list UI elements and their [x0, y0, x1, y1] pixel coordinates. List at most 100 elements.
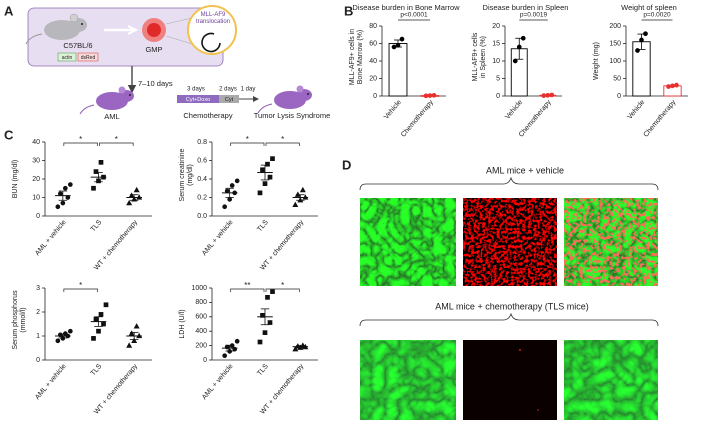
chart-title: Disease burden in Spleen	[483, 3, 569, 12]
data-point	[299, 186, 306, 193]
data-point	[133, 323, 140, 329]
x-tick-label: AML + vehicle	[201, 219, 235, 257]
data-point	[270, 156, 275, 161]
data-point	[222, 204, 228, 210]
treatment-bar	[177, 95, 219, 103]
data-point	[512, 58, 518, 64]
y-tick-label: 80	[369, 23, 377, 30]
y-tick-label: 5	[496, 75, 500, 82]
aml-mouse	[79, 86, 134, 115]
y-tick-label: 0.2	[197, 194, 207, 201]
significance-bracket	[230, 288, 265, 292]
speck	[519, 349, 521, 351]
duration-label: 7–10 days	[138, 79, 173, 88]
data-point	[128, 192, 135, 198]
plasmid	[201, 32, 221, 53]
y-axis-label: Weight (mg)	[593, 42, 600, 80]
data-point	[62, 185, 68, 191]
data-point	[545, 92, 551, 98]
y-tick-label: 40	[369, 58, 377, 65]
panel-letter: A	[4, 3, 14, 18]
data-point	[131, 337, 138, 343]
y-tick-label: 50	[613, 75, 621, 82]
micrograph-red	[463, 198, 557, 286]
connector	[165, 35, 193, 45]
y-axis-label: Serum phosphorus(mmol/l)	[12, 290, 27, 350]
data-point	[643, 31, 648, 37]
data-point	[67, 328, 73, 334]
brace	[359, 312, 659, 327]
y-tick-label: 0.4	[197, 176, 207, 183]
chart-title: Weight of spleen	[621, 3, 677, 12]
data-point	[98, 160, 104, 165]
data-point	[55, 204, 61, 210]
arrow-head	[127, 25, 139, 35]
data-point	[133, 186, 140, 193]
gmp-nucleus	[147, 23, 161, 37]
bar	[388, 43, 408, 97]
connector	[165, 17, 193, 25]
data-point	[399, 36, 405, 42]
y-tick-label: 0.6	[197, 157, 207, 164]
panel-letter: D	[342, 157, 351, 172]
y-tick-label: 15	[492, 40, 500, 47]
p-value: p=0.0020	[643, 12, 671, 19]
y-tick-label: 0	[36, 357, 40, 364]
y-tick-label: 2	[36, 309, 40, 316]
x-tick-label: AML + vehicle	[34, 363, 68, 401]
dsred-box	[77, 52, 99, 62]
data-point	[635, 48, 640, 53]
translocation-label: MLL-AF9 translocation	[196, 12, 230, 25]
row-title: AML mice + chemotherapy (TLS mice)	[435, 301, 588, 311]
data-point	[101, 321, 106, 327]
y-tick-label: 40	[32, 139, 40, 146]
data-point	[391, 44, 397, 50]
actin-label: actin	[62, 55, 73, 61]
data-point	[98, 312, 104, 317]
row-title: AML mice + vehicle	[486, 165, 564, 175]
y-axis-label: MLL-AF9+ cellsin Spleen (%)	[472, 32, 487, 81]
p-value: p=0.0019	[520, 12, 548, 19]
y-axis-label: Serum creatinine(mg/dl)	[179, 148, 194, 201]
data-point	[222, 353, 228, 359]
data-point	[260, 167, 265, 173]
speck	[537, 409, 539, 411]
data-point	[229, 183, 235, 188]
data-point	[267, 320, 273, 325]
micrograph-merge	[564, 340, 658, 420]
data-point	[103, 302, 109, 308]
y-tick-label: 10	[492, 58, 500, 65]
data-point	[257, 339, 263, 345]
significance-label: *	[246, 135, 249, 144]
aml-label: AML	[104, 112, 119, 121]
data-point	[96, 328, 101, 334]
actin-box	[57, 52, 77, 62]
data-point	[292, 345, 299, 352]
y-tick-label: 0.8	[197, 139, 207, 146]
data-point	[126, 199, 133, 206]
x-tick-label: TLS	[90, 363, 104, 378]
x-tick-label: TLS	[256, 363, 270, 378]
drug-label: Cyt+Doxo	[186, 97, 210, 103]
brace	[359, 176, 659, 191]
data-point	[395, 42, 401, 48]
y-tick-label: 100	[609, 58, 621, 65]
significance-label: *	[281, 135, 284, 144]
panel-letter: C	[4, 127, 14, 142]
y-tick-label: 0.0	[197, 213, 207, 220]
data-point	[516, 44, 522, 50]
data-point	[427, 93, 433, 98]
days-label: 1 day	[241, 87, 256, 93]
x-tick-label: Vehicle	[627, 99, 647, 121]
drug-label: Cyt	[225, 97, 234, 103]
x-tick-label: AML + vehicle	[34, 219, 68, 257]
y-tick-label: 3	[36, 285, 40, 292]
x-tick-label: Vehicle	[383, 99, 403, 121]
micrograph-green	[360, 198, 456, 286]
significance-label: *	[281, 281, 284, 290]
y-tick-label: 150	[609, 40, 621, 47]
y-tick-label: 0	[36, 213, 40, 220]
significance-bracket	[63, 142, 98, 146]
data-point	[549, 92, 555, 98]
